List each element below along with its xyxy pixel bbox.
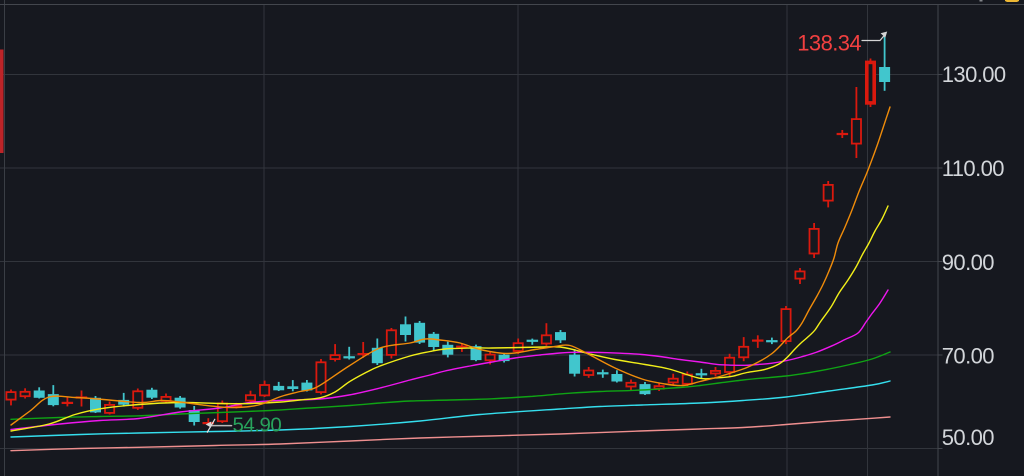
svg-text:130.00: 130.00: [942, 62, 1006, 87]
svg-text:70.00: 70.00: [942, 344, 994, 369]
svg-text:110.00: 110.00: [942, 156, 1004, 181]
svg-text:50.00: 50.00: [942, 425, 994, 450]
svg-text:138.34: 138.34: [797, 31, 861, 56]
svg-text:54.90: 54.90: [233, 414, 282, 437]
svg-text:90.00: 90.00: [942, 250, 994, 275]
